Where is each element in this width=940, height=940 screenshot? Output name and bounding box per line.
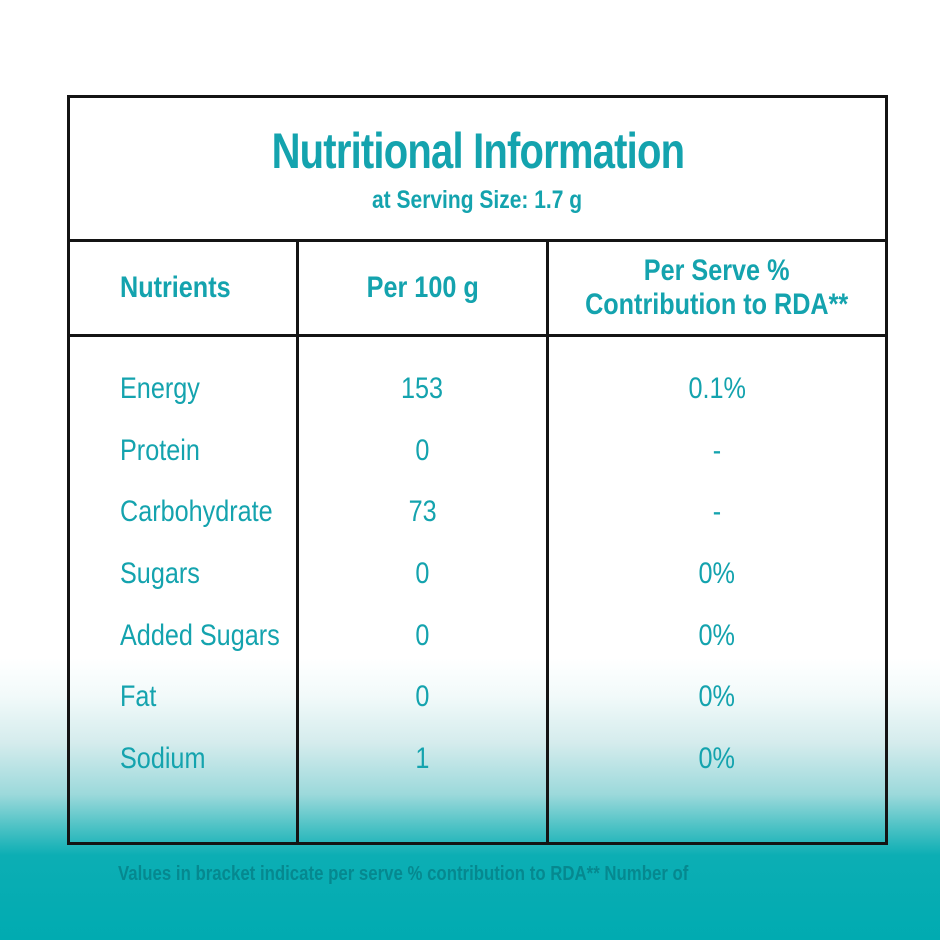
nutrient-label: Fat xyxy=(120,680,157,714)
nutrient-label: Added Sugars xyxy=(120,618,280,652)
table-cell-per-100g: 153 xyxy=(299,358,546,420)
per-100g-value: 0 xyxy=(415,556,430,590)
table-row-nutrient: Sodium xyxy=(70,728,296,790)
per-serve-value: - xyxy=(712,495,722,529)
per-100g-value: 0 xyxy=(415,680,430,714)
table-row-nutrient: Carbohydrate xyxy=(70,481,296,543)
page-title: Nutritional Information xyxy=(271,123,684,179)
table-cell-per-100g: 0 xyxy=(299,605,546,667)
per-serve-value: 0% xyxy=(698,741,736,775)
column-header-nutrients: Nutrients xyxy=(70,242,296,334)
per-serve-line2: Contribution to RDA** xyxy=(585,288,849,321)
nutrient-label: Sodium xyxy=(120,741,206,775)
table-cell-per-serve: 0% xyxy=(549,666,885,728)
nutrient-label: Protein xyxy=(120,433,200,467)
serving-size-subtitle: at Serving Size: 1.7 g xyxy=(372,186,583,214)
per-100g-value: 0 xyxy=(415,433,430,467)
table-row-nutrient: Sugars xyxy=(70,543,296,605)
column-header-per-100g-label: Per 100 g xyxy=(366,270,479,304)
per-100g-value: 0 xyxy=(415,618,430,652)
column-header-per-100g: Per 100 g xyxy=(296,242,546,334)
table-row-nutrient: Energy xyxy=(70,358,296,420)
per-100g-value: 153 xyxy=(401,371,444,405)
table-cell-per-100g: 0 xyxy=(299,543,546,605)
table-body: Energy Protein Carbohydrate Sugars Added… xyxy=(70,337,885,842)
nutrition-table: Nutritional Information at Serving Size:… xyxy=(67,95,888,845)
column-per-serve-rda: 0.1% - - 0% 0% 0% 0% xyxy=(546,337,885,842)
per-100g-value: 73 xyxy=(408,495,437,529)
table-cell-per-100g: 73 xyxy=(299,481,546,543)
per-serve-value: 0% xyxy=(698,556,736,590)
rda-footnote: Values in bracket indicate per serve % c… xyxy=(118,863,689,885)
table-cell-per-serve: 0% xyxy=(549,605,885,667)
table-row-nutrient: Protein xyxy=(70,420,296,482)
table-cell-per-100g: 0 xyxy=(299,666,546,728)
nutrient-label: Sugars xyxy=(120,556,200,590)
table-cell-per-serve: - xyxy=(549,420,885,482)
column-per-100g: 153 0 73 0 0 0 1 xyxy=(296,337,546,842)
column-header-per-serve-rda-label: Per Serve % Contribution to RDA** xyxy=(585,254,848,323)
per-serve-value: 0% xyxy=(698,618,736,652)
table-cell-per-serve: - xyxy=(549,481,885,543)
table-cell-per-serve: 0% xyxy=(549,543,885,605)
table-header-row: Nutrients Per 100 g Per Serve % Contribu… xyxy=(70,242,885,337)
per-serve-line1: Per Serve % xyxy=(644,253,790,287)
column-header-per-serve-rda: Per Serve % Contribution to RDA** xyxy=(546,242,885,334)
column-header-nutrients-label: Nutrients xyxy=(120,270,231,304)
table-title-block: Nutritional Information at Serving Size:… xyxy=(70,98,885,242)
per-serve-value: 0% xyxy=(698,680,736,714)
table-cell-per-serve: 0% xyxy=(549,728,885,790)
table-cell-per-100g: 0 xyxy=(299,420,546,482)
per-serve-value: 0.1% xyxy=(688,371,746,405)
per-100g-value: 1 xyxy=(415,741,430,775)
per-serve-value: - xyxy=(712,433,722,467)
table-row-nutrient: Added Sugars xyxy=(70,605,296,667)
table-row-nutrient: Fat xyxy=(70,666,296,728)
table-cell-per-serve: 0.1% xyxy=(549,358,885,420)
column-nutrients: Energy Protein Carbohydrate Sugars Added… xyxy=(70,337,296,842)
nutrient-label: Energy xyxy=(120,371,200,405)
table-cell-per-100g: 1 xyxy=(299,728,546,790)
nutrient-label: Carbohydrate xyxy=(120,495,273,529)
